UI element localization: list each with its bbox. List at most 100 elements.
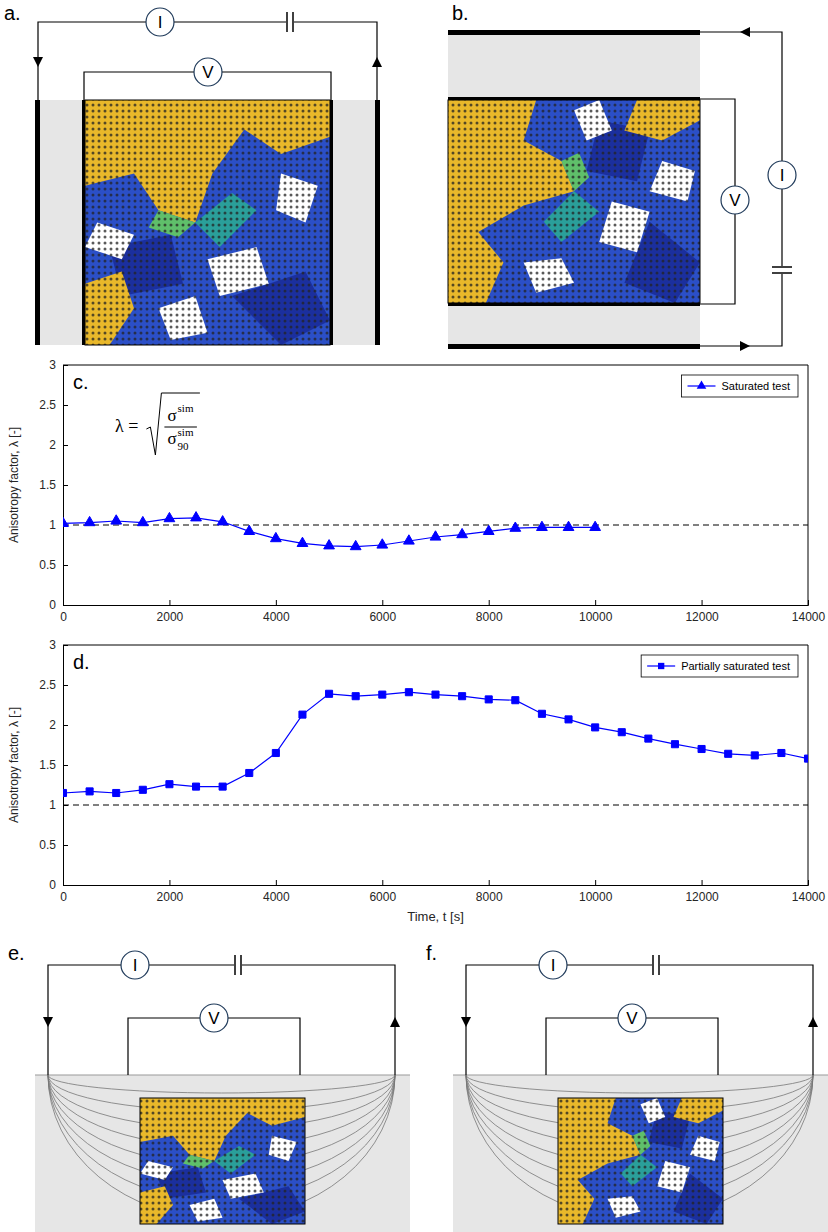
y-tick-label: 0 xyxy=(49,598,56,612)
x-tick-label: 6000 xyxy=(369,890,396,904)
y-tick-label: 1.5 xyxy=(39,478,56,492)
plot-frame xyxy=(63,645,808,885)
battery-plate xyxy=(772,272,792,274)
electrode xyxy=(448,344,700,349)
y-tick: 2.5 xyxy=(39,398,68,412)
x-tick-label: 8000 xyxy=(476,890,503,904)
y-tick: 1.5 xyxy=(39,758,68,772)
y-tick-label: 1 xyxy=(49,518,56,532)
x-tick-label: 2000 xyxy=(157,610,184,624)
legend-item: Saturated test xyxy=(688,380,791,392)
battery-plate xyxy=(240,955,242,975)
image-particles xyxy=(448,100,700,303)
y-tick-label: 2.5 xyxy=(39,678,56,692)
reference-line xyxy=(63,805,808,806)
battery-plate xyxy=(292,12,294,32)
y-tick-mark xyxy=(63,405,68,406)
x-tick-mark xyxy=(169,600,170,605)
plot-background xyxy=(63,645,808,885)
data-point xyxy=(377,539,388,548)
ground xyxy=(35,1075,410,1232)
simulation-image xyxy=(85,100,330,345)
y-axis: 00.511.522.53 xyxy=(39,638,68,892)
x-tick: 2000 xyxy=(157,880,184,904)
data-point xyxy=(86,788,93,795)
legend: Saturated test xyxy=(682,375,799,397)
data-point xyxy=(297,537,308,546)
x-tick-label: 12000 xyxy=(685,890,719,904)
data-point xyxy=(698,745,705,752)
wire xyxy=(48,965,395,1075)
data-point xyxy=(137,516,148,525)
x-tick: 12000 xyxy=(685,600,719,624)
panel-label: b. xyxy=(452,2,469,24)
x-tick-label: 2000 xyxy=(157,890,184,904)
meter-label: V xyxy=(208,1009,220,1028)
formula-lhs: λ = xyxy=(115,416,138,436)
data-point xyxy=(299,711,306,718)
data-point xyxy=(618,729,625,736)
y-tick-mark xyxy=(63,885,68,886)
y-tick-label: 0.5 xyxy=(39,838,56,852)
legend-marker xyxy=(697,380,707,388)
y-tick-label: 3 xyxy=(49,358,56,372)
data-point xyxy=(404,535,415,544)
panel-label: a. xyxy=(4,2,21,24)
data-point xyxy=(166,781,173,788)
x-tick-label: 4000 xyxy=(263,610,290,624)
electrode xyxy=(448,30,700,35)
meter xyxy=(539,951,567,979)
data-point xyxy=(538,710,545,717)
y-axis: 0 0.5 1 1.5 2 2.5 3 xyxy=(39,358,68,612)
y-tick: 0.5 xyxy=(39,838,68,852)
data-point xyxy=(113,789,120,796)
x-axis: 02000400060008000100001200014000 xyxy=(60,880,825,904)
x-tick: 4000 xyxy=(263,880,290,904)
meter-label: I xyxy=(133,956,138,975)
y-tick-label: 3 xyxy=(49,638,56,652)
wire xyxy=(466,965,813,1075)
y-tick: 1.5 xyxy=(39,478,68,492)
y-tick: 2 xyxy=(49,438,68,452)
panel-label: e. xyxy=(8,942,25,964)
y-axis-line xyxy=(64,646,69,886)
formula-denominator-sub: 90 xyxy=(178,440,190,452)
y-tick-label: 0.5 xyxy=(39,558,56,572)
data-point xyxy=(164,512,175,521)
y-tick-mark xyxy=(63,485,68,486)
data-point xyxy=(432,691,439,698)
data-point xyxy=(485,696,492,703)
data-point xyxy=(592,724,599,731)
data-point xyxy=(217,516,228,525)
x-tick: 6000 xyxy=(369,600,396,624)
y-tick: 0.5 xyxy=(39,558,68,572)
y-axis-title: Anisotropy factor, λ [-] xyxy=(7,707,21,823)
y-tick-mark xyxy=(63,685,68,686)
data-point xyxy=(804,755,808,762)
wire xyxy=(38,22,377,100)
x-tick-mark xyxy=(489,880,490,885)
y-tick-label: 2 xyxy=(49,438,56,452)
ground-surface xyxy=(453,1075,828,1076)
meter xyxy=(618,1004,646,1032)
x-tick: 12000 xyxy=(685,880,719,904)
current-arrow xyxy=(740,27,750,37)
panel-label: c. xyxy=(73,371,89,393)
y-tick-label: 2.5 xyxy=(39,398,56,412)
meter-label: I xyxy=(551,956,556,975)
electrode xyxy=(375,100,380,345)
ground xyxy=(453,1075,828,1232)
legend-label: Saturated test xyxy=(722,380,791,392)
battery-plate xyxy=(772,266,792,268)
x-tick-label: 14000 xyxy=(792,890,826,904)
data-point xyxy=(63,789,67,796)
wire xyxy=(700,32,782,346)
image-background xyxy=(558,1098,723,1224)
image-background xyxy=(140,1098,305,1224)
x-tick-mark xyxy=(276,600,277,605)
meter-label: V xyxy=(626,1009,638,1028)
x-tick-mark xyxy=(276,880,277,885)
chart-panel: 0200040006000800010000120001400000.511.5… xyxy=(7,358,826,623)
meter xyxy=(200,1004,228,1032)
legend-box xyxy=(641,655,798,677)
